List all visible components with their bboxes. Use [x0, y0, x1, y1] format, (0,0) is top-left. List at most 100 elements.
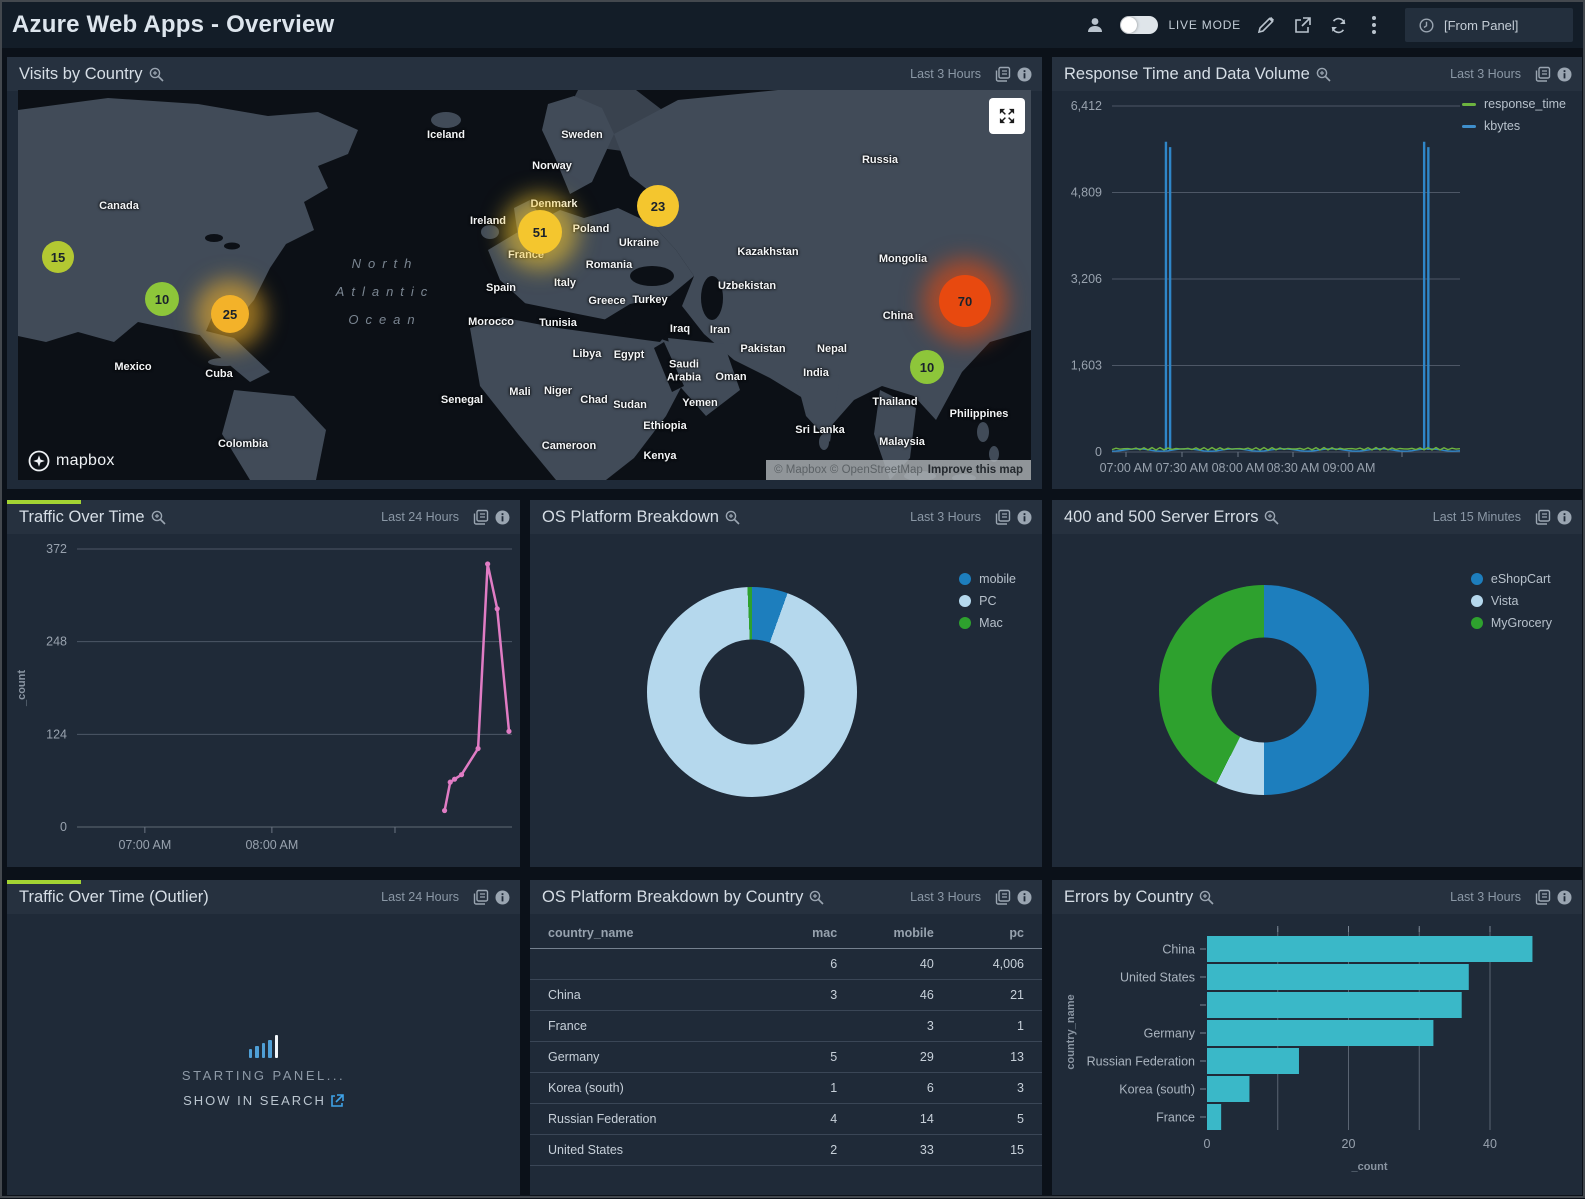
panel-errors-by-country: Errors by Country Last 3 Hours China Unit… [1052, 880, 1582, 1195]
info-icon[interactable] [1557, 67, 1572, 82]
map-country-label: Colombia [217, 438, 269, 450]
map-visit-bubble[interactable]: 70 [939, 275, 991, 327]
svg-text:_count: _count [16, 670, 28, 707]
table-row: Russian Federation 4 14 5 [530, 1103, 1042, 1135]
map-country-label: Malaysia [879, 436, 925, 448]
map-country-label: Iran [709, 324, 731, 336]
info-icon[interactable] [495, 510, 510, 525]
table-column-header[interactable]: mobile [843, 918, 940, 949]
info-icon[interactable] [1557, 510, 1572, 525]
table-column-header[interactable]: mac [774, 918, 844, 949]
map-country-label: Senegal [440, 394, 484, 406]
legend-item: mobile [959, 572, 1016, 586]
info-icon[interactable] [495, 890, 510, 905]
refresh-icon[interactable] [1327, 14, 1349, 36]
copy-panel-icon[interactable] [473, 889, 489, 905]
copy-panel-icon[interactable] [995, 66, 1011, 82]
copy-panel-icon[interactable] [1535, 889, 1551, 905]
info-icon[interactable] [1017, 890, 1032, 905]
map-country-label: Greece [588, 295, 626, 307]
panel-title: Errors by Country [1064, 887, 1194, 906]
os-by-country-table: country_name mac mobile pc 6 40 4,006 China 3 46… [530, 918, 1042, 1166]
svg-text:China: China [1162, 943, 1195, 957]
copy-panel-icon[interactable] [1535, 509, 1551, 525]
map-country-label: Cameroon [541, 440, 597, 452]
map-country-label: Yemen [682, 397, 718, 409]
map-country-label: Sudan [613, 399, 647, 411]
zoom-in-icon[interactable] [725, 510, 740, 525]
zoom-in-icon[interactable] [149, 67, 164, 82]
map-country-label: Denmark [530, 198, 578, 210]
map-country-label: Nepal [817, 343, 847, 355]
live-mode-toggle[interactable] [1120, 16, 1159, 34]
zoom-in-icon[interactable] [1199, 890, 1214, 905]
panel-accent-bar [7, 500, 81, 504]
svg-text:6,412: 6,412 [1071, 99, 1102, 113]
panel-header: 400 and 500 Server Errors Last 15 Minute… [1052, 500, 1582, 534]
svg-text:372: 372 [46, 542, 67, 556]
map-country-label: Poland [572, 223, 610, 235]
map-country-label: Chad [580, 394, 608, 406]
map-visit-bubble[interactable]: 10 [910, 350, 944, 384]
copy-panel-icon[interactable] [995, 889, 1011, 905]
svg-text:_count: _count [1350, 1161, 1387, 1173]
copy-panel-icon[interactable] [473, 509, 489, 525]
improve-map-link[interactable]: Improve this map [927, 464, 1023, 476]
map-visit-bubble[interactable]: 25 [211, 295, 249, 333]
panel-time-range: Last 3 Hours [910, 890, 981, 904]
attribution-text[interactable]: © Mapbox © OpenStreetMap [774, 464, 923, 476]
map-country-label: Egypt [613, 349, 645, 361]
svg-text:3,206: 3,206 [1071, 272, 1102, 286]
panel-header: Visits by Country Last 3 Hours [7, 57, 1042, 91]
mapbox-logo[interactable]: mapbox [28, 450, 115, 472]
map-country-label: Ireland [469, 215, 507, 227]
time-range-picker[interactable]: [From Panel] [1405, 8, 1573, 42]
table-row: France 3 1 [530, 1010, 1042, 1042]
panel-title: OS Platform Breakdown [542, 507, 719, 526]
map-country-label: Turkey [632, 294, 668, 306]
map-country-label: Iceland [427, 129, 465, 141]
map-country-label: Cuba [205, 368, 233, 380]
map-country-label: India [803, 367, 829, 379]
map-visit-bubble[interactable]: 10 [145, 282, 179, 316]
toggle-knob [1121, 17, 1138, 33]
svg-text:07:00 AM: 07:00 AM [1100, 461, 1153, 475]
time-range-value: [From Panel] [1444, 17, 1519, 33]
svg-text:09:00 AM: 09:00 AM [1323, 461, 1376, 475]
map-visit-bubble[interactable]: 23 [637, 185, 679, 227]
page-title: Azure Web Apps - Overview [12, 11, 335, 38]
response-legend: response_time kbytes [1462, 97, 1566, 133]
panel-title: Traffic Over Time [19, 507, 145, 526]
zoom-in-icon[interactable] [1264, 510, 1280, 525]
table-row: United States 2 33 15 [530, 1134, 1042, 1166]
info-icon[interactable] [1017, 510, 1032, 525]
panel-title: Visits by Country [19, 64, 143, 83]
svg-text:0: 0 [1095, 445, 1102, 459]
zoom-in-icon[interactable] [151, 510, 166, 525]
copy-panel-icon[interactable] [995, 509, 1011, 525]
panel-visits-by-country: Visits by Country Last 3 Hours [7, 57, 1042, 489]
map-visit-bubble[interactable]: 51 [518, 210, 562, 254]
info-icon[interactable] [1017, 67, 1032, 82]
panel-time-range: Last 24 Hours [381, 510, 459, 524]
info-icon[interactable] [1557, 890, 1572, 905]
kebab-menu-icon[interactable] [1363, 14, 1385, 36]
zoom-in-icon[interactable] [809, 890, 824, 905]
show-in-search-link[interactable]: SHOW IN SEARCH [183, 1093, 344, 1108]
map-visit-bubble[interactable]: 15 [42, 241, 74, 273]
copy-panel-icon[interactable] [1535, 66, 1551, 82]
fullscreen-button[interactable] [989, 98, 1025, 134]
table-column-header[interactable]: country_name [530, 918, 775, 949]
svg-text:248: 248 [46, 635, 67, 649]
panel-time-range: Last 3 Hours [910, 510, 981, 524]
legend-item: Mac [959, 616, 1016, 630]
user-icon[interactable] [1084, 14, 1106, 36]
table-column-header[interactable]: pc [939, 918, 1042, 949]
zoom-in-icon[interactable] [1316, 67, 1331, 82]
table-row: Germany 5 29 13 [530, 1041, 1042, 1073]
edit-pencil-icon[interactable] [1255, 14, 1277, 36]
world-map[interactable]: North Atlantic Ocean mapbox © Mapbox © Ope… [18, 90, 1031, 480]
map-country-label: Saudi Arabia [666, 358, 702, 383]
map-country-label: Sri Lanka [795, 424, 845, 436]
share-export-icon[interactable] [1291, 14, 1313, 36]
